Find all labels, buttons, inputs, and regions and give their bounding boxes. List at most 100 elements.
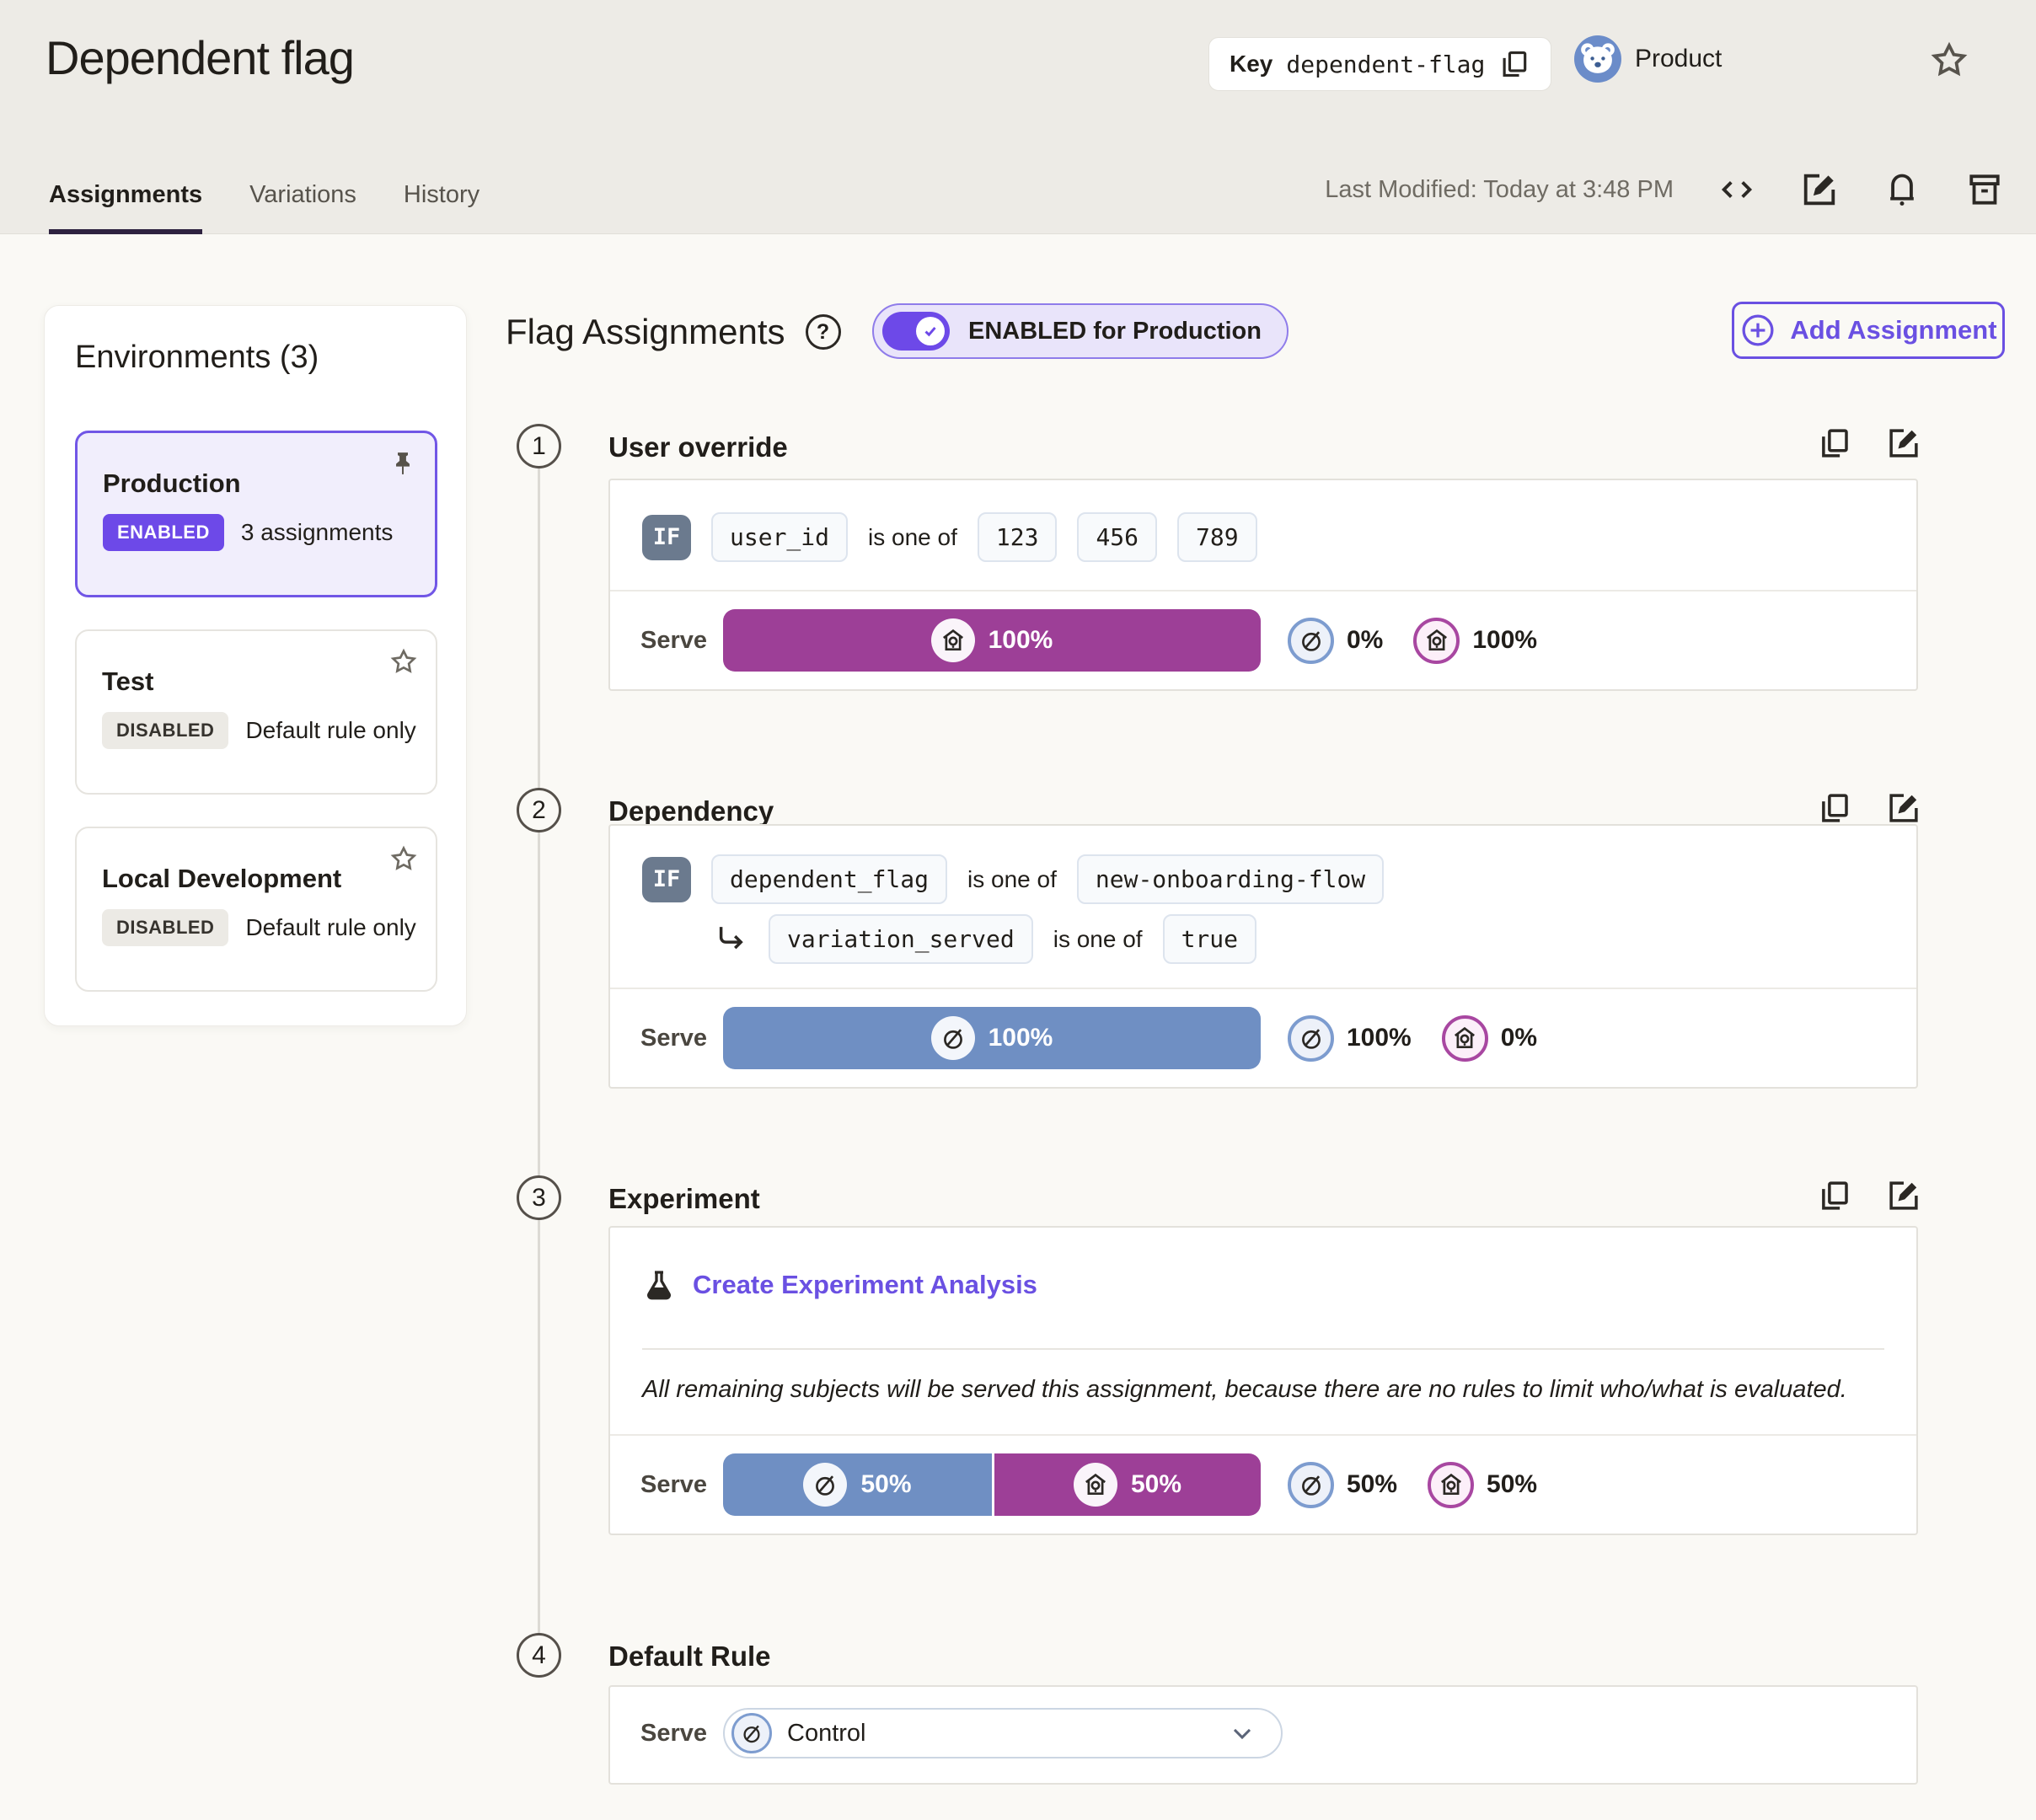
legend-percent: 100%: [1347, 1024, 1412, 1052]
help-icon[interactable]: ?: [805, 314, 841, 350]
legend-percent: 100%: [1472, 626, 1538, 654]
env-detail: Default rule only: [245, 914, 416, 940]
status-badge: DISABLED: [102, 712, 229, 749]
page-title: Dependent flag: [46, 31, 355, 84]
bar-percent: 50%: [860, 1470, 912, 1498]
rule-row: IF dependent_flag is one of new-onboardi…: [610, 826, 1916, 904]
control-icon: [1288, 617, 1334, 664]
assignment-card-experiment: Create Experiment Analysis All remaining…: [608, 1226, 1918, 1535]
legend-item-control: 100%: [1288, 1014, 1412, 1062]
tab-assignments[interactable]: Assignments: [49, 181, 203, 234]
control-icon: [731, 1713, 772, 1753]
favorite-star-icon[interactable]: [1928, 39, 1970, 81]
assignment-title-user-override: User override: [608, 431, 788, 463]
experiment-note: All remaining subjects will be served th…: [642, 1376, 1847, 1403]
assignment-number-3: 3: [517, 1175, 561, 1220]
code-icon[interactable]: [1717, 170, 1756, 209]
edit-icon[interactable]: [1800, 170, 1839, 209]
assignment-number-4: 4: [517, 1633, 561, 1678]
legend-item-control: 0%: [1288, 617, 1384, 664]
copy-icon[interactable]: [1817, 426, 1852, 461]
edit-icon[interactable]: [1886, 426, 1921, 461]
toggle-switch[interactable]: [882, 312, 950, 351]
legend-item-variant: 0%: [1441, 1014, 1537, 1062]
legend-percent: 0%: [1347, 626, 1384, 654]
bar-percent: 50%: [1130, 1470, 1182, 1498]
divider: [642, 1348, 1884, 1350]
default-variation-dropdown[interactable]: Control: [723, 1708, 1283, 1758]
tab-bar: Assignments Variations History: [49, 181, 480, 234]
copy-icon[interactable]: [1817, 790, 1852, 826]
copy-icon[interactable]: [1817, 1178, 1852, 1213]
chevron-down-icon: [1227, 1718, 1257, 1748]
environments-panel: Environments (3) Production ENABLED 3 as…: [44, 305, 467, 1026]
status-badge: DISABLED: [102, 909, 229, 946]
create-experiment-analysis-link[interactable]: Create Experiment Analysis: [642, 1268, 1037, 1302]
archive-icon[interactable]: [1965, 170, 2004, 209]
create-experiment-analysis-label: Create Experiment Analysis: [693, 1270, 1037, 1299]
star-icon[interactable]: [388, 843, 419, 874]
variant-icon: [1073, 1463, 1117, 1507]
star-icon[interactable]: [388, 646, 419, 677]
pin-icon[interactable]: [388, 448, 418, 479]
if-badge: IF: [642, 514, 691, 560]
copy-icon[interactable]: [1498, 48, 1530, 80]
last-modified: Last Modified: Today at 3:48 PM: [1325, 175, 1674, 203]
subrule-arrow-icon: [713, 922, 748, 957]
rule-subject: variation_served: [769, 914, 1033, 964]
edit-icon[interactable]: [1886, 790, 1921, 826]
enabled-toggle-pill[interactable]: ENABLED for Production: [872, 303, 1289, 359]
variant-icon: [1428, 1461, 1475, 1508]
bar-segment-variant: 50%: [992, 1453, 1261, 1516]
rule-value: 789: [1177, 512, 1257, 562]
bar-percent: 100%: [988, 1024, 1053, 1052]
environments-title: Environments (3): [75, 340, 319, 375]
tab-variations[interactable]: Variations: [249, 181, 356, 208]
flag-assignments-title: Flag Assignments ?: [506, 312, 841, 352]
assignment-title-experiment: Experiment: [608, 1183, 760, 1214]
serve-label: Serve: [640, 1719, 708, 1747]
flag-key-pill[interactable]: Key dependent-flag: [1208, 37, 1552, 91]
serve-row: Serve 50% 50% 50% 50%: [610, 1434, 1916, 1534]
legend-item-variant: 100%: [1413, 617, 1538, 664]
control-icon: [803, 1463, 848, 1507]
bell-icon[interactable]: [1883, 170, 1921, 209]
product-avatar-icon: [1574, 35, 1621, 83]
variant-icon: [1413, 617, 1460, 664]
rule-operator: is one of: [868, 523, 957, 550]
env-card-local-development[interactable]: Local Development DISABLED Default rule …: [75, 827, 437, 992]
sub-rule-row: variation_served is one of true: [610, 904, 1916, 964]
product-link[interactable]: Product: [1574, 35, 1722, 83]
rule-row: IF user_id is one of 123 456 789: [610, 480, 1916, 562]
env-name: Test: [102, 666, 154, 696]
serve-row: Serve 100% 100% 0%: [610, 988, 1916, 1087]
bar-segment-control: 50%: [723, 1453, 992, 1516]
rule-operator: is one of: [967, 865, 1057, 892]
control-icon: [1288, 1014, 1334, 1062]
allocation-bar: 50% 50%: [723, 1453, 1261, 1516]
bar-segment-variant: 100%: [723, 609, 1261, 672]
add-assignment-button[interactable]: Add Assignment: [1732, 302, 2005, 359]
page-header: Dependent flag Assignments Variations Hi…: [0, 0, 2036, 234]
tab-history[interactable]: History: [403, 181, 480, 208]
env-name: Production: [103, 468, 241, 498]
rule-operator: is one of: [1053, 925, 1143, 952]
edit-icon[interactable]: [1886, 1178, 1921, 1213]
allocation-bar: 100%: [723, 1007, 1261, 1069]
status-badge: ENABLED: [103, 514, 224, 551]
env-detail: Default rule only: [245, 717, 416, 743]
serve-label: Serve: [640, 1024, 708, 1052]
assignment-title-dependency: Dependency: [608, 795, 774, 827]
serve-label: Serve: [640, 626, 708, 654]
flask-icon: [642, 1268, 676, 1302]
env-card-test[interactable]: Test DISABLED Default rule only: [75, 629, 437, 795]
env-name: Local Development: [102, 864, 342, 893]
plus-circle-icon: [1739, 312, 1776, 349]
allocation-legend: 50% 50%: [1288, 1461, 1538, 1508]
env-detail: 3 assignments: [240, 519, 394, 545]
legend-percent: 50%: [1487, 1470, 1538, 1498]
assignment-card-dependency: IF dependent_flag is one of new-onboardi…: [608, 824, 1918, 1089]
env-card-production[interactable]: Production ENABLED 3 assignments: [75, 431, 437, 597]
header-meta: Last Modified: Today at 3:48 PM: [1325, 170, 2004, 209]
assignment-card-user-override: IF user_id is one of 123 456 789 Serve 1…: [608, 479, 1918, 691]
